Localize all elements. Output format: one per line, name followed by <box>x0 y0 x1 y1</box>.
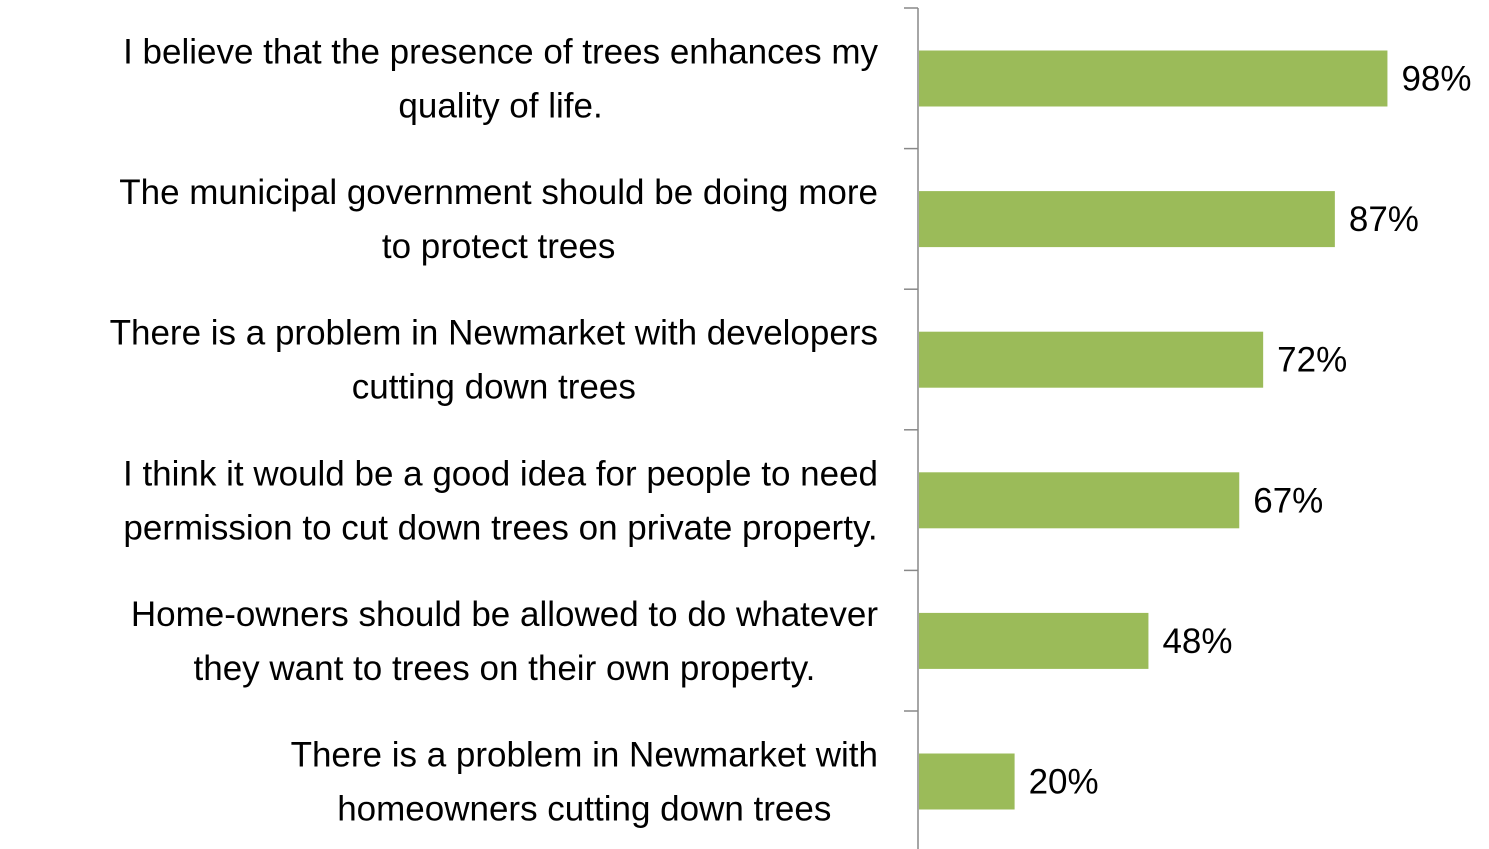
data-label: 48% <box>1162 622 1232 661</box>
bar <box>919 331 1264 388</box>
data-label: 98% <box>1401 60 1471 99</box>
bar <box>919 191 1335 248</box>
category-label-line: There is a problem in Newmarket with <box>291 736 878 775</box>
category-labels-group: I believe that the presence of trees enh… <box>110 33 879 829</box>
category-label-line: There is a problem in Newmarket with dev… <box>110 314 878 353</box>
category-label-line: I think it would be a good idea for peop… <box>123 454 878 493</box>
category-label: There is a problem in Newmarket with dev… <box>110 314 878 407</box>
category-label-line: The municipal government should be doing… <box>119 173 878 212</box>
bar <box>919 50 1388 107</box>
category-label-line: permission to cut down trees on private … <box>123 508 877 547</box>
bar <box>919 612 1149 669</box>
category-label-line: Home-owners should be allowed to do what… <box>131 595 878 634</box>
category-label-line: they want to trees on their own property… <box>194 649 816 688</box>
category-label: Home-owners should be allowed to do what… <box>131 595 878 688</box>
bar <box>919 472 1240 529</box>
category-label-line: homeowners cutting down trees <box>337 790 831 829</box>
bars-group <box>919 50 1388 810</box>
category-label-line: cutting down trees <box>352 368 636 407</box>
value-labels-group: 98% 87% 72% 67% 48% 20% <box>1029 60 1472 802</box>
bar <box>919 753 1015 810</box>
category-label: I believe that the presence of trees enh… <box>123 33 878 126</box>
category-label-line: quality of life. <box>398 87 602 126</box>
vertical-axis <box>904 7 919 849</box>
category-label: There is a problem in Newmarket with home… <box>291 736 878 829</box>
category-label-line: I believe that the presence of trees enh… <box>123 33 878 72</box>
data-label: 20% <box>1029 763 1099 802</box>
data-label: 67% <box>1253 481 1323 520</box>
category-label: I think it would be a good idea for peop… <box>123 454 878 547</box>
category-label: The municipal government should be doing… <box>119 173 878 266</box>
data-label: 87% <box>1349 200 1419 239</box>
data-label: 72% <box>1277 341 1347 380</box>
category-label-line: to protect trees <box>382 227 615 266</box>
